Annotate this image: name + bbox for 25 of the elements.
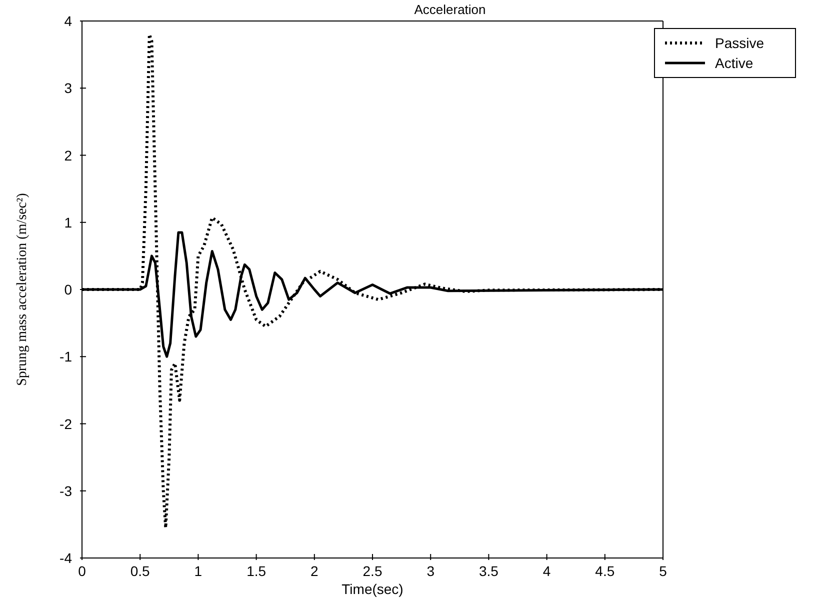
y-tick-label: 3 [64,80,72,96]
x-tick-label: 2 [310,563,318,579]
y-tick-label: 0 [64,282,72,298]
y-axis-title: Sprung mass acceleration (m/sec²) [15,192,30,386]
legend-label: Active [715,54,754,73]
x-tick-label: 3.5 [478,563,499,579]
y-tick-label: -2 [60,416,72,432]
x-tick-label: 4 [542,563,551,579]
y-tick-label: -1 [60,348,72,365]
x-tick-label: 4.5 [595,563,615,579]
x-tick-label: 0.5 [130,563,150,579]
y-tick-label: 4 [64,13,72,29]
legend-label: Passive [715,34,764,53]
x-tick-label: 2.5 [362,563,382,579]
x-axis-title: Time(sec) [342,581,404,597]
x-tick-label: 3 [426,563,435,579]
y-tick-label: -4 [60,550,72,566]
y-tick-label: -3 [60,482,72,499]
x-tick-label: 5 [659,563,668,579]
x-tick-label: 1 [194,563,202,579]
y-tick-label: 1 [64,214,72,230]
y-tick-label: 2 [64,147,72,164]
chart-title: Acceleration [413,2,487,17]
x-tick-label: 1.5 [246,563,266,579]
x-tick-label: 0 [78,563,86,579]
